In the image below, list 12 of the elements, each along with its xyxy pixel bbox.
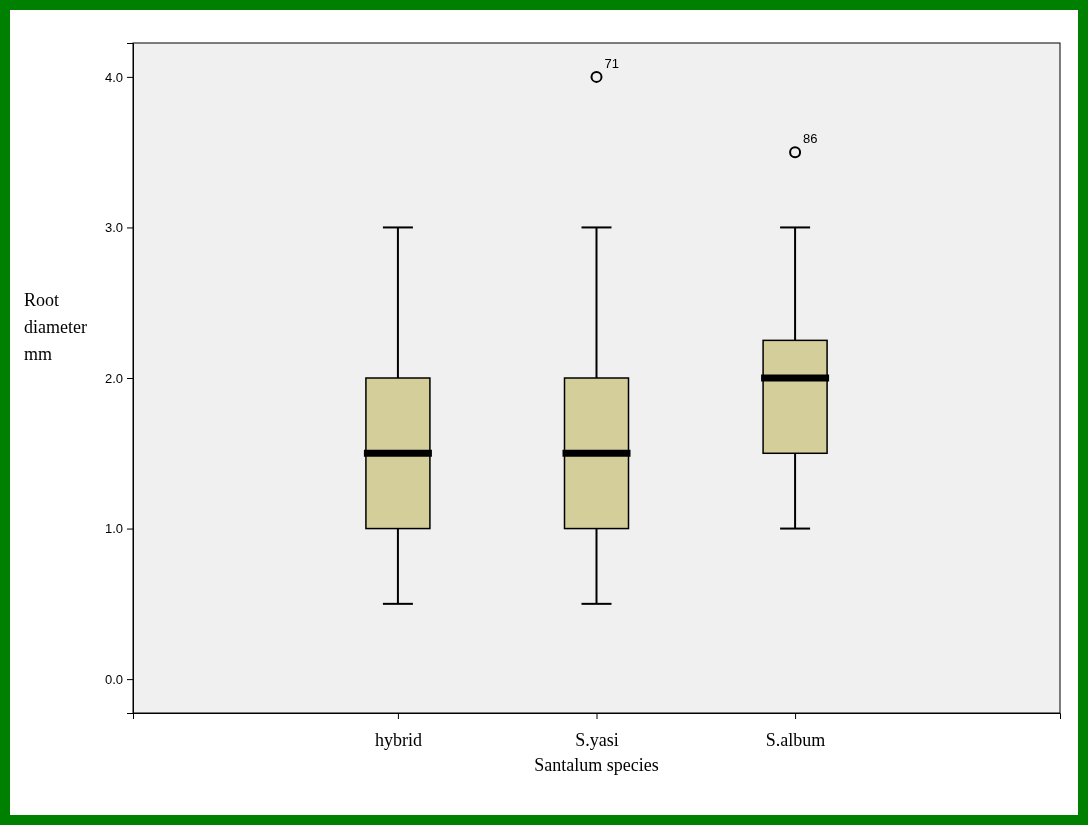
x-tick-label: hybrid <box>374 729 422 750</box>
x-tick-label: S.album <box>765 729 826 750</box>
annotation: 71 <box>604 55 619 71</box>
y-tick-label: 4.0 <box>104 69 123 85</box>
x-axis-title: Santalum species <box>534 755 659 775</box>
y-tick-label: 3.0 <box>104 220 123 236</box>
y-tick-label: 0.0 <box>104 671 123 687</box>
x-tick-label: S.yasi <box>575 729 619 750</box>
annotation: 86 <box>803 131 818 147</box>
y-axis-title: Root diameter mm <box>24 290 87 364</box>
y-tick-label: 2.0 <box>104 370 123 386</box>
y-tick-label: 1.0 <box>104 521 123 537</box>
